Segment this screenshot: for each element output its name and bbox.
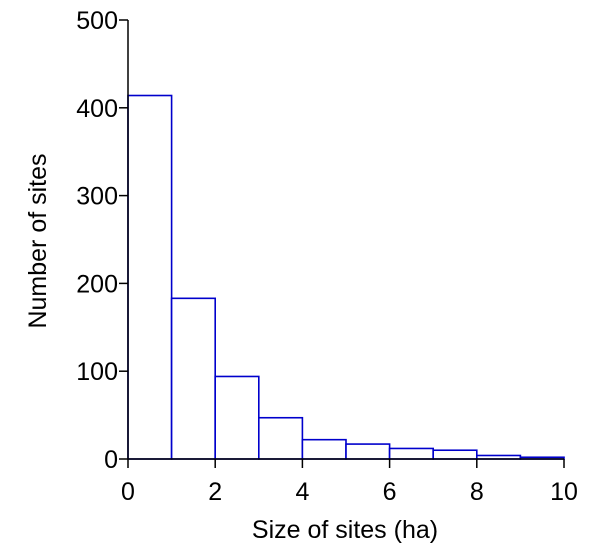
x-axis-label: Size of sites (ha) xyxy=(252,516,438,544)
y-tick-label: 300 xyxy=(76,183,118,211)
y-tick-label: 200 xyxy=(76,270,118,298)
x-tick-label: 6 xyxy=(383,478,397,506)
histogram-bar-3 xyxy=(257,416,304,460)
y-tick-label: 0 xyxy=(104,446,118,474)
x-tick-label: 8 xyxy=(470,478,484,506)
x-tick-label: 2 xyxy=(208,478,222,506)
x-tick-label: 10 xyxy=(550,478,578,506)
y-tick-label: 500 xyxy=(76,7,118,35)
histogram-bar-5 xyxy=(345,443,391,460)
histogram-bar-2 xyxy=(214,375,260,460)
histogram-bar-1 xyxy=(170,297,217,460)
histogram-bar-0 xyxy=(127,94,173,460)
y-tick-label: 100 xyxy=(76,358,118,386)
y-tick-label: 400 xyxy=(76,95,118,123)
x-tick-label: 4 xyxy=(295,478,309,506)
x-tick-label: 0 xyxy=(121,478,135,506)
axes-layer: 0 100 200 300 400 500 0 2 4 6 8 10 xyxy=(76,7,578,506)
bars-layer xyxy=(127,94,565,460)
histogram-bar-4 xyxy=(301,438,347,460)
histogram-bar-6 xyxy=(388,447,435,460)
y-axis-label: Number of sites xyxy=(24,153,52,328)
histogram-bar-7 xyxy=(432,449,478,460)
